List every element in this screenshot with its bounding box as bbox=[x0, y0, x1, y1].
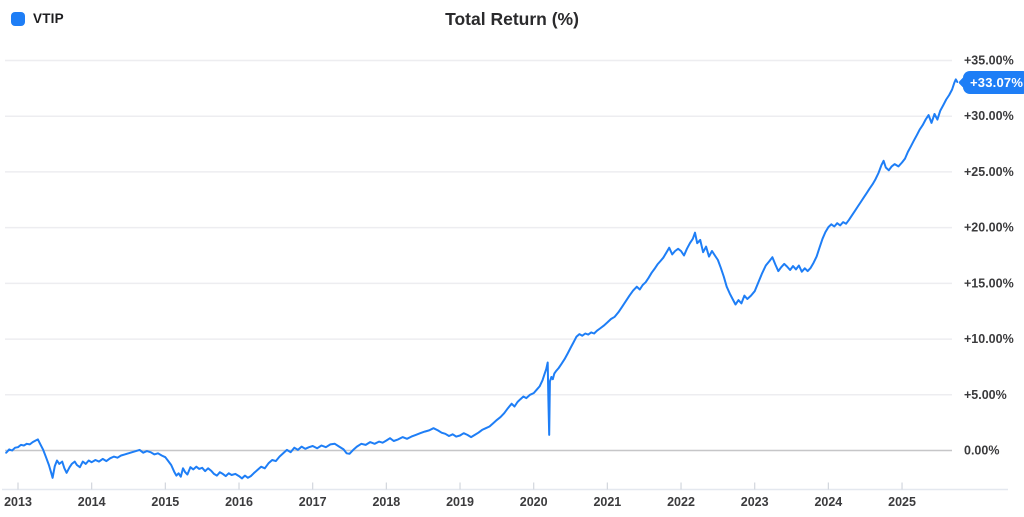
x-axis-label: 2025 bbox=[888, 495, 916, 509]
last-value-badge: +33.07% bbox=[958, 71, 1024, 94]
legend-label-vtip: VTIP bbox=[33, 11, 64, 26]
y-axis-label: +10.00% bbox=[964, 332, 1014, 346]
legend-swatch-vtip bbox=[11, 11, 25, 26]
x-axis-label: 2021 bbox=[593, 495, 621, 509]
y-axis-label: +30.00% bbox=[964, 109, 1014, 123]
x-axis-label: 2019 bbox=[446, 495, 474, 509]
last-value-text: +33.07% bbox=[970, 75, 1024, 90]
y-axis-label: +20.00% bbox=[964, 221, 1014, 235]
x-axis-label: 2022 bbox=[667, 495, 695, 509]
y-axis-label: +25.00% bbox=[964, 165, 1014, 179]
x-axis-label: 2017 bbox=[299, 495, 327, 509]
chart-title: Total Return (%) bbox=[445, 9, 579, 29]
y-axis-label: +5.00% bbox=[964, 388, 1007, 402]
x-axis-label: 2018 bbox=[372, 495, 400, 509]
x-axis-label: 2023 bbox=[741, 495, 769, 509]
legend[interactable]: VTIP bbox=[11, 11, 64, 26]
x-axis-label: 2020 bbox=[520, 495, 548, 509]
x-axis-label: 2014 bbox=[78, 495, 106, 509]
x-axis-label: 2024 bbox=[814, 495, 842, 509]
price-line[interactable] bbox=[5, 78, 959, 480]
x-axis-label: 2015 bbox=[151, 495, 179, 509]
x-axis-label: 2016 bbox=[225, 495, 253, 509]
y-axis-label: +15.00% bbox=[964, 276, 1014, 290]
y-axis-label: +35.00% bbox=[964, 53, 1014, 67]
x-axis-label: 2013 bbox=[4, 495, 32, 509]
y-axis-label: 0.00% bbox=[964, 444, 999, 458]
